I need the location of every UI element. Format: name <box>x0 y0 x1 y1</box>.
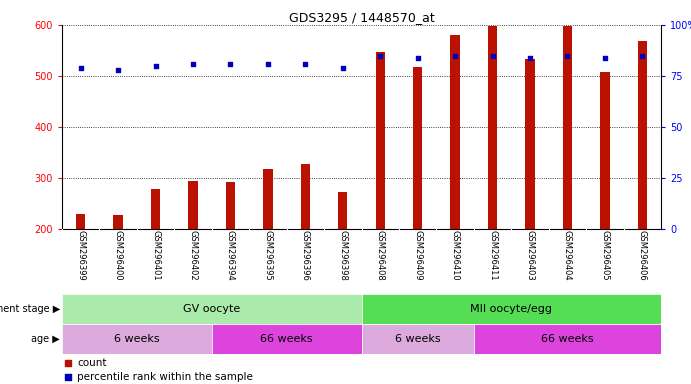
Point <box>337 65 348 71</box>
Point <box>225 61 236 67</box>
Title: GDS3295 / 1448570_at: GDS3295 / 1448570_at <box>289 11 435 24</box>
Text: MII oocyte/egg: MII oocyte/egg <box>471 304 552 314</box>
Bar <box>361 324 474 354</box>
Text: GSM296396: GSM296396 <box>301 230 310 281</box>
Bar <box>338 192 348 229</box>
Point <box>410 319 422 325</box>
Text: GSM296400: GSM296400 <box>113 230 123 281</box>
Bar <box>263 169 272 229</box>
Text: GSM296401: GSM296401 <box>151 230 160 281</box>
Text: development stage ▶: development stage ▶ <box>0 304 60 314</box>
Point <box>75 65 86 71</box>
Bar <box>600 72 609 229</box>
Point <box>599 55 610 61</box>
Bar <box>488 26 498 229</box>
Point <box>450 53 461 59</box>
Text: GV oocyte: GV oocyte <box>183 304 240 314</box>
Point <box>300 61 311 67</box>
Text: GSM296398: GSM296398 <box>339 230 348 281</box>
Bar <box>361 294 661 324</box>
Text: count: count <box>77 358 106 367</box>
Point <box>562 53 573 59</box>
Text: GSM296411: GSM296411 <box>488 230 497 281</box>
Bar <box>474 324 661 354</box>
Bar <box>62 324 211 354</box>
Point <box>412 55 423 61</box>
Text: 6 weeks: 6 weeks <box>114 334 160 344</box>
Point <box>263 61 274 67</box>
Text: 66 weeks: 66 weeks <box>261 334 313 344</box>
Bar <box>226 182 235 229</box>
Bar <box>562 26 572 229</box>
Point <box>636 53 647 59</box>
Text: GSM296405: GSM296405 <box>600 230 609 281</box>
Text: GSM296406: GSM296406 <box>638 230 647 281</box>
Text: GSM296403: GSM296403 <box>525 230 534 281</box>
Bar <box>151 189 160 229</box>
Text: 66 weeks: 66 weeks <box>541 334 594 344</box>
Point <box>524 55 536 61</box>
Text: age ▶: age ▶ <box>31 334 60 344</box>
Text: GSM296394: GSM296394 <box>226 230 235 281</box>
Point <box>187 61 198 67</box>
Bar <box>76 214 86 229</box>
Bar <box>113 215 123 229</box>
Text: 6 weeks: 6 weeks <box>395 334 440 344</box>
Bar <box>211 324 361 354</box>
Text: GSM296402: GSM296402 <box>189 230 198 281</box>
Bar <box>525 59 535 229</box>
Bar <box>301 164 310 229</box>
Text: GSM296410: GSM296410 <box>451 230 460 281</box>
Point <box>375 53 386 59</box>
Text: GSM296395: GSM296395 <box>263 230 272 281</box>
Text: GSM296409: GSM296409 <box>413 230 422 281</box>
Text: GSM296408: GSM296408 <box>376 230 385 281</box>
Bar <box>638 41 647 229</box>
Point <box>113 67 124 73</box>
Bar <box>451 35 460 229</box>
Text: GSM296399: GSM296399 <box>76 230 85 281</box>
Bar <box>62 294 361 324</box>
Bar <box>189 180 198 229</box>
Text: percentile rank within the sample: percentile rank within the sample <box>77 372 253 382</box>
Point <box>410 189 422 195</box>
Bar <box>413 67 422 229</box>
Point <box>487 53 498 59</box>
Bar <box>375 52 385 229</box>
Text: GSM296404: GSM296404 <box>563 230 572 281</box>
Point <box>150 63 161 69</box>
